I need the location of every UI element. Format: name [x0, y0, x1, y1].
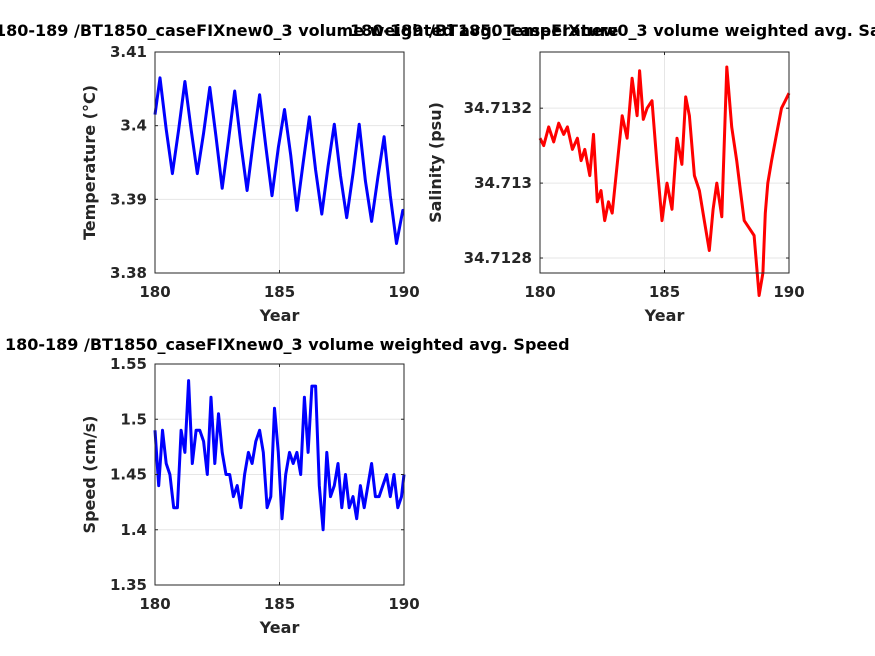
salinity-y-axis-label: Salinity (psu) [426, 102, 445, 223]
temperature-series-line [153, 76, 405, 245]
temperature-x-tick-label: 185 [264, 283, 295, 301]
speed-x-tick-label: 185 [264, 595, 295, 613]
speed-series-line [153, 379, 406, 532]
salinity-x-axis-label: Year [644, 306, 685, 325]
temperature-x-tick-label: 190 [388, 283, 419, 301]
speed-y-tick-label: 1.55 [110, 355, 147, 373]
temperature-chart-title: 180-189 /BT1850_caseFIXnew0_3 volume wei… [0, 21, 619, 40]
temperature-y-tick-label: 3.39 [110, 190, 147, 208]
speed-y-axis-label: Speed (cm/s) [80, 416, 99, 534]
salinity-x-tick-label: 190 [773, 283, 804, 301]
salinity-chart-title: 180-189 /BT1850_caseFIXnew0_3 volume wei… [350, 21, 875, 40]
speed-x-axis-label: Year [259, 618, 300, 637]
temperature-y-tick-label: 3.4 [120, 117, 147, 135]
salinity-x-tick-label: 185 [649, 283, 680, 301]
salinity-y-tick-label: 34.713 [474, 174, 532, 192]
speed-x-tick-label: 180 [139, 595, 170, 613]
temperature-x-axis-label: Year [259, 306, 300, 325]
temperature-y-tick-label: 3.41 [110, 43, 147, 61]
speed-y-tick-label: 1.45 [110, 466, 147, 484]
salinity-series-line [538, 65, 791, 297]
speed-y-tick-label: 1.35 [110, 576, 147, 594]
salinity-x-tick-label: 180 [524, 283, 555, 301]
temperature-y-tick-label: 3.38 [110, 264, 147, 282]
temperature-y-axis-label: Temperature (°C) [80, 85, 99, 240]
speed-y-tick-label: 1.4 [120, 521, 147, 539]
speed-chart-title: 180-189 /BT1850_caseFIXnew0_3 volume wei… [5, 335, 570, 354]
speed-x-tick-label: 190 [388, 595, 419, 613]
speed-y-tick-label: 1.5 [120, 410, 147, 428]
salinity-y-tick-label: 34.7132 [464, 99, 532, 117]
temperature-x-tick-label: 180 [139, 283, 170, 301]
salinity-y-tick-label: 34.7128 [464, 249, 532, 267]
